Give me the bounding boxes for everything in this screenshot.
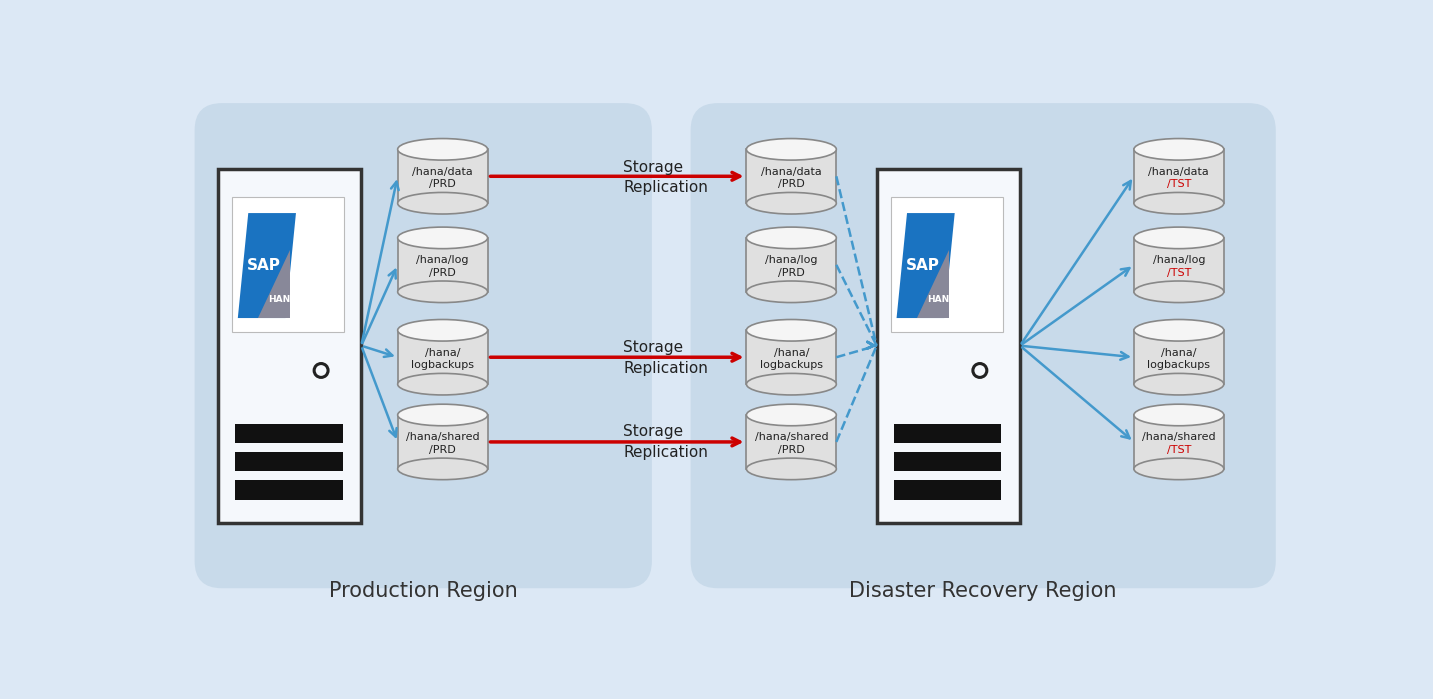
Text: /hana/: /hana/ <box>1161 347 1197 358</box>
FancyBboxPatch shape <box>218 168 361 523</box>
FancyBboxPatch shape <box>232 197 344 331</box>
Ellipse shape <box>747 404 837 426</box>
Ellipse shape <box>1134 138 1224 160</box>
FancyBboxPatch shape <box>691 103 1275 589</box>
Ellipse shape <box>398 373 487 395</box>
Polygon shape <box>897 213 954 318</box>
Text: /hana/: /hana/ <box>774 347 810 358</box>
Bar <box>235 452 342 471</box>
Text: SAP: SAP <box>906 258 940 273</box>
Ellipse shape <box>1134 227 1224 249</box>
Bar <box>894 424 1002 443</box>
Bar <box>1134 238 1224 291</box>
Text: /hana/log: /hana/log <box>765 255 818 265</box>
Bar <box>398 150 487 203</box>
Text: /hana/data: /hana/data <box>761 166 821 177</box>
Text: Replication: Replication <box>623 180 708 195</box>
Bar <box>894 452 1002 471</box>
Ellipse shape <box>1134 281 1224 303</box>
Bar <box>747 150 837 203</box>
Bar <box>747 238 837 291</box>
Ellipse shape <box>1134 319 1224 341</box>
Bar <box>1134 331 1224 384</box>
Text: /PRD: /PRD <box>778 268 805 278</box>
FancyBboxPatch shape <box>877 168 1020 523</box>
Bar <box>235 424 342 443</box>
Text: /hana/: /hana/ <box>424 347 460 358</box>
Text: /hana/shared: /hana/shared <box>755 432 828 442</box>
Text: SAP: SAP <box>246 258 281 273</box>
Text: logbackups: logbackups <box>759 360 823 370</box>
Text: /PRD: /PRD <box>430 268 456 278</box>
Polygon shape <box>258 250 289 318</box>
Text: Storage: Storage <box>623 424 684 440</box>
Text: /TST: /TST <box>1166 179 1191 189</box>
Ellipse shape <box>398 192 487 214</box>
Text: /hana/log: /hana/log <box>1152 255 1205 265</box>
Text: logbackups: logbackups <box>411 360 474 370</box>
Ellipse shape <box>1134 458 1224 480</box>
Ellipse shape <box>398 281 487 303</box>
Bar <box>1134 150 1224 203</box>
Ellipse shape <box>1134 404 1224 426</box>
Text: /PRD: /PRD <box>430 445 456 454</box>
Ellipse shape <box>747 458 837 480</box>
Ellipse shape <box>398 319 487 341</box>
Ellipse shape <box>747 138 837 160</box>
FancyBboxPatch shape <box>891 197 1003 331</box>
Text: /PRD: /PRD <box>430 179 456 189</box>
Text: logbackups: logbackups <box>1148 360 1211 370</box>
Text: /hana/data: /hana/data <box>413 166 473 177</box>
Text: HANA: HANA <box>927 295 957 303</box>
Polygon shape <box>917 250 949 318</box>
FancyBboxPatch shape <box>195 103 652 589</box>
Bar <box>747 415 837 469</box>
Text: Production Region: Production Region <box>330 581 517 600</box>
Text: /hana/shared: /hana/shared <box>1142 432 1215 442</box>
Text: /PRD: /PRD <box>778 445 805 454</box>
Ellipse shape <box>398 404 487 426</box>
Ellipse shape <box>398 138 487 160</box>
Ellipse shape <box>398 227 487 249</box>
Polygon shape <box>238 213 297 318</box>
Ellipse shape <box>1134 192 1224 214</box>
Ellipse shape <box>747 319 837 341</box>
Bar <box>747 331 837 384</box>
Ellipse shape <box>747 281 837 303</box>
Ellipse shape <box>747 373 837 395</box>
Bar <box>398 415 487 469</box>
Ellipse shape <box>747 227 837 249</box>
Bar <box>894 480 1002 500</box>
Text: Storage: Storage <box>623 159 684 175</box>
Text: /hana/log: /hana/log <box>417 255 469 265</box>
Text: /TST: /TST <box>1166 445 1191 454</box>
Text: /TST: /TST <box>1166 268 1191 278</box>
Text: Storage: Storage <box>623 340 684 354</box>
Ellipse shape <box>1134 373 1224 395</box>
Ellipse shape <box>398 458 487 480</box>
Text: Disaster Recovery Region: Disaster Recovery Region <box>848 581 1116 600</box>
Text: HANA: HANA <box>268 295 298 303</box>
Bar <box>235 480 342 500</box>
Bar <box>1134 415 1224 469</box>
Ellipse shape <box>747 192 837 214</box>
Bar <box>398 238 487 291</box>
Text: /PRD: /PRD <box>778 179 805 189</box>
Text: /hana/shared: /hana/shared <box>406 432 480 442</box>
Text: Replication: Replication <box>623 361 708 375</box>
Text: Replication: Replication <box>623 445 708 460</box>
Bar <box>398 331 487 384</box>
Text: /hana/data: /hana/data <box>1148 166 1209 177</box>
